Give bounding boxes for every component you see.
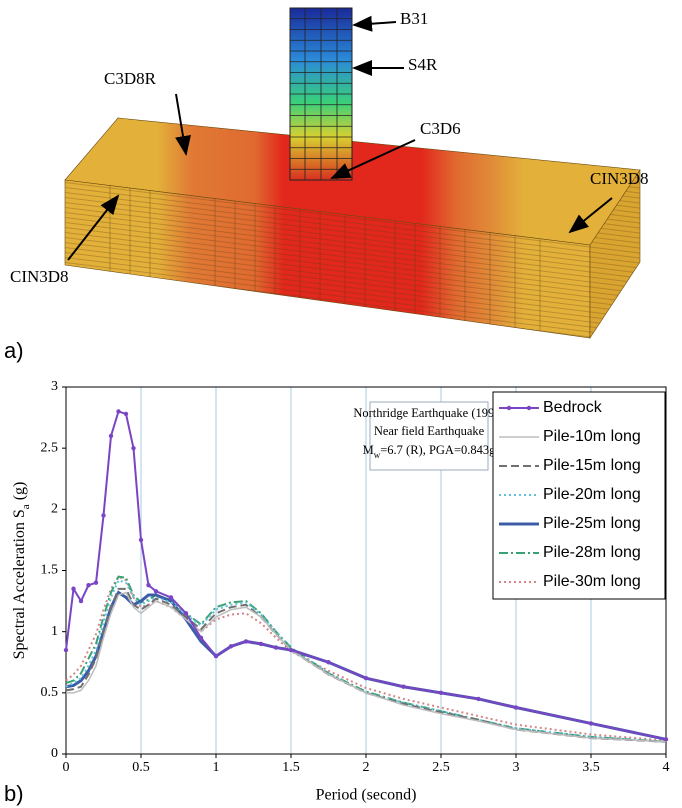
x-tick-label: 2.5 [432, 760, 450, 775]
point [93, 580, 99, 585]
point [123, 411, 129, 417]
legend-label: Pile-20m long [543, 486, 641, 503]
point [131, 445, 136, 451]
legend-label: Pile-28m long [543, 544, 641, 561]
y-tick-label: 2.5 [41, 440, 59, 455]
legend-label: Pile-15m long [543, 457, 641, 474]
callout: CIN3D8 [10, 267, 69, 286]
x-tick-label: 1.5 [282, 760, 300, 775]
point [108, 433, 114, 439]
legend-label: Pile-10m long [543, 428, 641, 445]
legend-label: Pile-30m long [543, 573, 641, 590]
point [663, 737, 669, 742]
legend-marker [526, 405, 532, 411]
point [438, 690, 444, 696]
point [513, 705, 519, 710]
series-line [65, 587, 667, 743]
point [273, 645, 279, 650]
callout: CIN3D8 [590, 169, 649, 188]
y-axis-label: Spectral Acceleration Sa (g) [11, 482, 32, 660]
annotation: Near field Earthquake [374, 424, 485, 438]
point [258, 641, 264, 647]
point [228, 644, 234, 649]
callout: C3D8R [104, 69, 157, 88]
x-tick-label: 2 [363, 760, 370, 775]
fe-model [64, 7, 641, 340]
plot-frame [65, 386, 667, 755]
x-tick-label: 0 [63, 760, 70, 775]
annotation: Mw=6.7 (R), PGA=0.843g [363, 443, 497, 460]
point [363, 675, 369, 681]
y-tick-label: 1 [51, 624, 58, 639]
point [288, 647, 294, 653]
y-tick-label: 2 [51, 502, 58, 517]
point [213, 653, 219, 659]
callout: S4R [408, 55, 438, 74]
point [243, 639, 249, 644]
point [146, 582, 151, 588]
building-mesh [290, 8, 352, 180]
arrow [568, 197, 613, 234]
callout: C3D6 [420, 119, 461, 138]
arrow [330, 139, 416, 179]
legend-marker [506, 405, 512, 411]
arrow [352, 15, 397, 32]
point [138, 537, 144, 543]
point [401, 684, 406, 689]
series-line [65, 410, 667, 741]
y-axis-label-part: a [20, 504, 32, 509]
point [78, 598, 84, 604]
point [588, 721, 594, 726]
arrow [175, 93, 191, 156]
annotation-box [369, 401, 489, 471]
y-axis-label-part: (g) [11, 482, 28, 505]
soil-side-mesh [590, 170, 640, 338]
panel-label: a) [4, 338, 24, 363]
x-tick-label: 1 [213, 760, 220, 775]
point [476, 696, 481, 702]
annotation-part: w [374, 450, 381, 460]
point [183, 611, 189, 616]
point [168, 595, 174, 600]
x-tick-label: 4 [663, 760, 670, 775]
y-tick-label: 0 [51, 746, 58, 761]
point [326, 660, 331, 665]
series-line [65, 575, 667, 743]
x-tick-label: 3 [513, 760, 520, 775]
annotation-part: M [363, 443, 374, 457]
annotation-part: =6.7 (R), PGA=0.843g [380, 443, 496, 457]
point [153, 589, 159, 594]
y-tick-label: 3 [51, 379, 58, 394]
chart: 0 0.5 1 1.5 2 2.5 3 3.5 4 0 0.5 1 1.5 2 2.5 3 Period (se… [11, 379, 670, 803]
legend-label: Pile-25m long [543, 515, 641, 532]
panel-label: b) [4, 781, 24, 806]
callouts: B31 S4R C3D8R C3D6 CIN3D8 CIN3D8 [10, 9, 649, 286]
x-tick-label: 3.5 [582, 760, 600, 775]
point [198, 635, 204, 640]
arrow [67, 194, 120, 261]
y-axis-label-part: Spectral Acceleration S [11, 509, 28, 659]
point [101, 513, 106, 518]
callout: B31 [400, 9, 428, 28]
point [86, 582, 91, 588]
legend-box [492, 391, 666, 600]
point [71, 586, 76, 592]
y-tick-label: 1.5 [41, 563, 59, 578]
x-tick-label: 0.5 [132, 760, 150, 775]
x-axis-label: Period (second) [316, 787, 417, 804]
legend-label: Bedrock [543, 399, 603, 416]
annotation: Northridge Earthquake (1994) [353, 406, 504, 420]
point [116, 409, 121, 414]
point [63, 647, 69, 653]
y-tick-label: 0.5 [41, 685, 59, 700]
